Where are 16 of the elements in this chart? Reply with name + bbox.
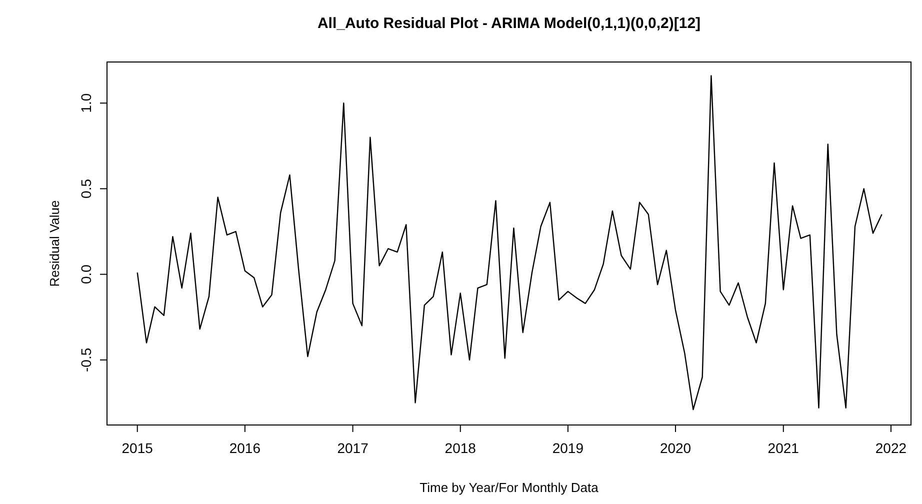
y-tick-label: 0.0: [78, 264, 94, 284]
x-tick-label: 2015: [122, 440, 154, 456]
x-tick-label: 2022: [875, 440, 907, 456]
x-tick-label: 2019: [552, 440, 584, 456]
y-tick-label: -0.5: [78, 348, 94, 372]
y-tick-label: 1.0: [78, 93, 94, 113]
line-series: [136, 75, 882, 410]
x-axis-title: Time by Year/For Monthly Data: [420, 480, 600, 495]
y-axis-title: Residual Value: [47, 200, 62, 287]
x-tick-label: 2017: [337, 440, 369, 456]
x-tick-label: 2021: [768, 440, 800, 456]
x-tick-label: 2020: [660, 440, 692, 456]
y-tick-label: 0.5: [78, 178, 94, 198]
chart-title: All_Auto Residual Plot - ARIMA Model(0,1,1)(0,0,2)[12]: [317, 15, 701, 32]
x-tick-label: 2018: [444, 440, 476, 456]
x-tick-label: 2016: [229, 440, 261, 456]
